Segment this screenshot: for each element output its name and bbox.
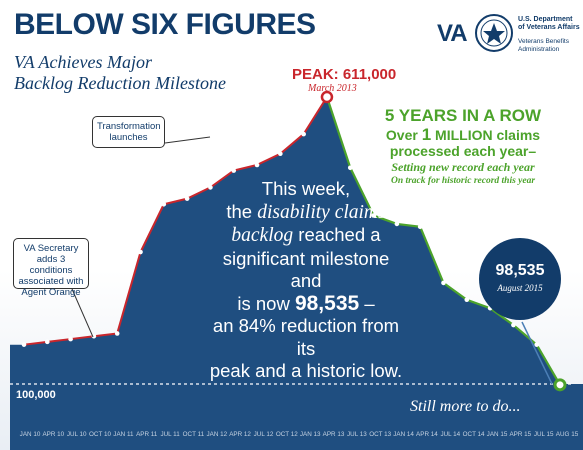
vba-line-1: Veterans Benefits: [518, 38, 569, 45]
message-line-4: significant milestone and: [222, 247, 390, 292]
data-point-dec-12: [301, 131, 306, 137]
x-tick-label: APR 11: [136, 431, 158, 438]
x-tick-label: JAN 10: [20, 431, 41, 438]
x-tick-label: APR 13: [323, 431, 345, 438]
message-line-7: peak and a historic low.: [209, 360, 403, 381]
data-point-sep-11: [184, 196, 190, 201]
callout-secretary: VA Secretary adds 3 conditions associate…: [13, 238, 89, 298]
data-point-dec-10: [114, 331, 120, 336]
records-line-4: On track for historic record this year: [390, 176, 536, 186]
data-point-jun-11: [161, 201, 167, 207]
x-tick-label: JUL 12: [254, 431, 274, 438]
x-tick-label: OCT 10: [89, 431, 111, 438]
x-tick-label: JAN 14: [393, 431, 414, 438]
x-tick-label: JUL 15: [534, 431, 554, 438]
current-date: August 2015: [497, 283, 543, 293]
reference-line-label: 100,000: [16, 389, 56, 401]
current-point: [553, 378, 567, 392]
callout-transformation: Transformation launches: [92, 116, 165, 148]
va-department-line-1: U.S. Department: [518, 16, 573, 23]
x-tick-label: AUG 15: [556, 431, 579, 438]
backlog-area: [10, 97, 560, 390]
x-tick-label: JUL 13: [347, 431, 367, 438]
main-message: This week, the disability claims backlog…: [206, 178, 406, 383]
message-line-5-b: 98,535: [294, 291, 360, 315]
records-line-3: Setting new record each year: [391, 160, 535, 174]
x-tick-label: OCT 11: [183, 431, 205, 438]
page-subtitle-line-1: VA Achieves Major: [14, 52, 152, 72]
peak-point: [320, 90, 334, 104]
records-line-1-prefix: Over: [385, 127, 422, 143]
data-point-sep-14: [464, 297, 470, 303]
data-point-mar-12: [231, 168, 237, 173]
x-tick-label: JUL 14: [440, 431, 460, 438]
peak-date: March 2013: [308, 83, 357, 94]
x-tick-label: OCT 14: [463, 431, 485, 438]
page-subtitle-line-2: Backlog Reduction Milestone: [14, 73, 226, 93]
x-tick-label: APR 10: [42, 431, 64, 438]
message-line-2: the disability claims: [206, 201, 406, 225]
message-line-5: is now 98,535 –: [206, 291, 406, 316]
x-tick-label: JAN 11: [113, 431, 134, 438]
va-department-name: U.S. Department of Veterans Affairs: [518, 16, 580, 32]
x-tick-label: APR 12: [229, 431, 251, 438]
still-more-note: Still more to do...: [410, 398, 521, 415]
x-tick-label: APR 15: [509, 431, 531, 438]
data-point-mar-14: [417, 224, 423, 230]
message-line-5-c: –: [359, 292, 375, 314]
x-tick-label: OCT 12: [276, 431, 298, 438]
data-point-mar-10: [45, 339, 50, 345]
va-department-line-2: of Veterans Affairs: [518, 24, 580, 31]
vba-name: Veterans Benefits Administration: [518, 38, 580, 54]
data-point-sep-10: [91, 333, 97, 339]
data-point-dec-11: [208, 185, 213, 190]
va-seal-icon: [475, 14, 513, 52]
page-title: BELOW SIX FIGURES: [14, 8, 316, 41]
data-point-jun-12: [254, 162, 260, 168]
data-point-jun-15: [534, 342, 539, 347]
message-line-3-b: reached a: [293, 224, 381, 245]
backlog-line-rising: [23, 96, 328, 346]
x-tick-label: OCT 13: [369, 431, 391, 438]
x-tick-label: JUL 10: [67, 431, 87, 438]
data-point-jan-10: [21, 342, 27, 347]
x-tick-label: JUL 11: [160, 431, 180, 438]
message-line-6: an 84% reduction from its: [212, 315, 400, 359]
x-tick-label: JAN 12: [206, 431, 227, 438]
message-line-2-a: the: [226, 200, 258, 222]
x-tick-label: JAN 15: [487, 431, 508, 438]
message-line-3-a: backlog: [231, 225, 294, 246]
data-point-mar-15: [511, 322, 516, 328]
data-point-jun-10: [68, 336, 73, 342]
message-line-2-b: disability claims: [257, 201, 386, 223]
data-point-dec-13: [394, 221, 400, 227]
pointer-line: [521, 321, 553, 385]
message-line-1: This week,: [261, 178, 351, 199]
va-logo-text: VA: [437, 20, 468, 47]
callout-pointer-transformation: [164, 136, 211, 144]
x-tick-label: APR 14: [416, 431, 438, 438]
current-value-badge: 98,535 August 2015: [479, 238, 561, 320]
vba-line-2: Administration: [518, 46, 560, 53]
records-line-1-number: 1: [421, 125, 432, 144]
data-point-jun-13: [347, 165, 353, 171]
current-value: 98,535: [495, 262, 545, 279]
data-point-sep-13: [371, 213, 376, 218]
records-heading: 5 YEARS IN A ROW: [384, 106, 542, 125]
callout-pointer-secretary: [71, 288, 94, 338]
data-point-jun-14: [441, 280, 446, 286]
x-tick-label: JAN 13: [300, 431, 321, 438]
data-point-sep-12: [278, 151, 283, 157]
data-point-mar-11: [138, 249, 143, 255]
chart-baseline-band: [10, 384, 583, 450]
records-line-1-suffix: MILLION claims: [431, 127, 541, 143]
message-line-3: backlog reached a: [206, 224, 406, 248]
peak-label: PEAK: 611,000: [292, 66, 397, 83]
records-line-1: Over 1 MILLION claims: [360, 125, 566, 145]
records-line-2: processed each year–: [389, 143, 537, 159]
message-line-5-a: is now: [237, 292, 295, 314]
